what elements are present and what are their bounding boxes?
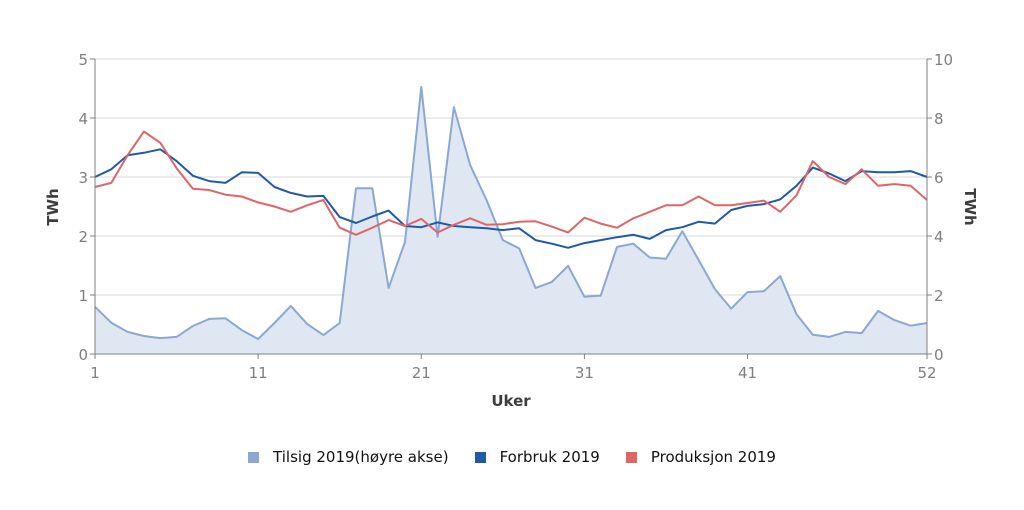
y-tick-left: 3 [78,169,88,187]
legend-swatch-forbruk [474,451,486,463]
legend-swatch-produksjon [625,451,637,463]
legend-item-tilsig[interactable]: Tilsig 2019(høyre akse) [248,448,449,466]
tilsig-line [94,86,928,340]
legend-label-forbruk: Forbruk 2019 [499,448,600,466]
y-tick-right: 8 [934,110,944,128]
x-tick: 52 [917,364,936,382]
y-axis-title-right: TWh [961,188,979,225]
y-tick-right: 10 [934,51,953,69]
y-tick-left: 0 [78,346,88,364]
legend-label-tilsig: Tilsig 2019(høyre akse) [273,448,449,466]
tilsig-area [95,87,927,354]
y-tick-left: 2 [78,228,88,246]
y-tick-right: 4 [934,228,944,246]
x-tick: 11 [249,364,268,382]
y-tick-right: 0 [934,346,944,364]
x-tick: 41 [738,364,757,382]
x-tick: 21 [412,364,431,382]
y-tick-right: 2 [934,287,944,305]
y-tick-left: 5 [78,51,88,69]
legend: Tilsig 2019(høyre akse) Forbruk 2019 Pro… [0,448,1024,466]
x-tick: 1 [90,364,100,382]
forbruk-line [94,148,928,249]
legend-item-forbruk[interactable]: Forbruk 2019 [474,448,600,466]
y-axis-title-left: TWh [44,188,62,225]
produksjon-line [94,130,928,236]
y-tick-right: 6 [934,169,944,187]
x-tick: 31 [575,364,594,382]
legend-label-produksjon: Produksjon 2019 [650,448,776,466]
x-axis-title: Uker [491,392,531,410]
y-tick-left: 4 [78,110,88,128]
legend-item-produksjon[interactable]: Produksjon 2019 [625,448,776,466]
legend-swatch-tilsig [248,451,260,463]
y-tick-left: 1 [78,287,88,305]
